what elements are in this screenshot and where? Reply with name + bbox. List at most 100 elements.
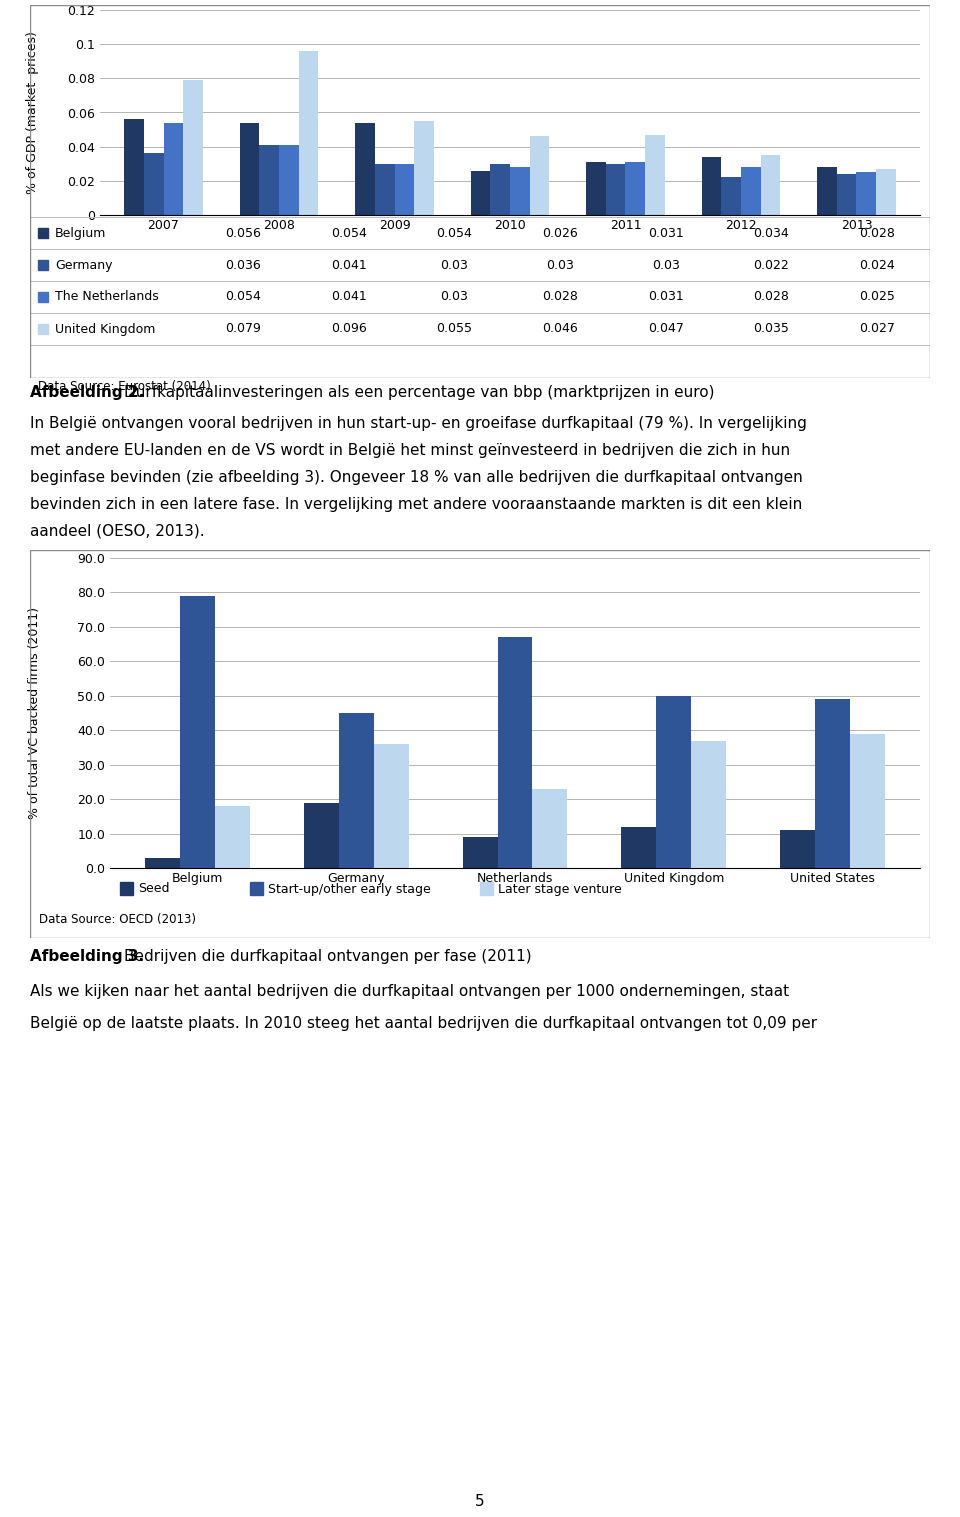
Bar (760, 155, 780, 215)
Bar (741, 167, 760, 215)
Text: België op de laatste plaats. In 2010 steeg het aantal bedrijven die durfkapitaal: België op de laatste plaats. In 2010 ste… (30, 1016, 817, 1032)
Text: Data Source: Eurostat (2014): Data Source: Eurostat (2014) (38, 379, 211, 393)
Text: Afbeelding 2.: Afbeelding 2. (30, 385, 144, 400)
Bar (530, 137, 549, 215)
Bar (144, 153, 163, 215)
Bar (851, 734, 885, 868)
Text: 0.03: 0.03 (441, 290, 468, 303)
Text: 0.022: 0.022 (754, 258, 789, 272)
Text: 0.054: 0.054 (225, 290, 261, 303)
Bar (497, 637, 533, 868)
Text: 5: 5 (475, 1494, 485, 1508)
Bar (180, 596, 215, 868)
Text: 0.028: 0.028 (542, 290, 578, 303)
Text: 0.03: 0.03 (441, 258, 468, 272)
Text: United Kingdom: United Kingdom (55, 323, 156, 335)
Bar (373, 743, 409, 868)
Bar (645, 135, 664, 215)
Bar (299, 52, 319, 215)
Text: 0.024: 0.024 (859, 258, 895, 272)
Text: Start-up/other early stage: Start-up/other early stage (268, 883, 431, 895)
Bar (339, 713, 373, 868)
Bar (491, 164, 510, 215)
Text: 0.036: 0.036 (225, 258, 261, 272)
Y-axis label: % of total VC backed firms (2011): % of total VC backed firms (2011) (28, 607, 41, 819)
Bar (721, 177, 741, 215)
Bar (279, 146, 299, 215)
Y-axis label: % of GDP (market  prices): % of GDP (market prices) (26, 30, 38, 194)
Text: 0.03: 0.03 (652, 258, 680, 272)
Bar (657, 696, 691, 868)
Bar (480, 881, 493, 895)
Bar (215, 806, 250, 868)
Bar (621, 827, 657, 868)
Text: 0.031: 0.031 (648, 226, 684, 240)
Text: Belgium: Belgium (55, 226, 107, 240)
Bar (38, 259, 48, 270)
Bar (395, 164, 414, 215)
Text: 0.046: 0.046 (542, 323, 578, 335)
Bar (817, 167, 837, 215)
Text: aandeel (OESO, 2013).: aandeel (OESO, 2013). (30, 523, 204, 539)
Text: 0.079: 0.079 (225, 323, 261, 335)
Text: 0.056: 0.056 (225, 226, 261, 240)
Bar (183, 80, 203, 215)
Text: 0.055: 0.055 (436, 323, 472, 335)
Text: Durfkapitaalinvesteringen als een percentage van bbp (marktprijzen in euro): Durfkapitaalinvesteringen als een percen… (125, 385, 715, 400)
Bar (303, 802, 339, 868)
Bar (876, 168, 896, 215)
Bar (702, 156, 721, 215)
Bar (533, 789, 567, 868)
Text: met andere EU-landen en de VS wordt in België het minst geïnvesteerd in bedrijve: met andere EU-landen en de VS wordt in B… (30, 443, 790, 458)
Text: Afbeelding 3.: Afbeelding 3. (30, 948, 144, 963)
Bar (626, 162, 645, 215)
Text: Data Source: OECD (2013): Data Source: OECD (2013) (39, 913, 196, 927)
Bar (163, 123, 183, 215)
Text: 0.028: 0.028 (754, 290, 789, 303)
Bar (120, 881, 133, 895)
Text: Als we kijken naar het aantal bedrijven die durfkapitaal ontvangen per 1000 onde: Als we kijken naar het aantal bedrijven … (30, 983, 789, 998)
Text: 0.054: 0.054 (437, 226, 472, 240)
Bar (355, 123, 374, 215)
Text: 0.028: 0.028 (859, 226, 895, 240)
Text: 0.096: 0.096 (330, 323, 367, 335)
Text: 0.034: 0.034 (754, 226, 789, 240)
Bar (470, 170, 491, 215)
Text: beginfase bevinden (zie afbeelding 3). Ongeveer 18 % van alle bedrijven die durf: beginfase bevinden (zie afbeelding 3). O… (30, 470, 803, 485)
Bar (38, 228, 48, 238)
Text: 0.026: 0.026 (542, 226, 578, 240)
Bar (780, 830, 815, 868)
Bar (259, 146, 279, 215)
Text: 0.041: 0.041 (330, 258, 367, 272)
Text: 0.047: 0.047 (648, 323, 684, 335)
Bar (510, 167, 530, 215)
Bar (374, 164, 395, 215)
Text: The Netherlands: The Netherlands (55, 290, 158, 303)
Bar (38, 291, 48, 302)
Text: 0.054: 0.054 (330, 226, 367, 240)
Bar (240, 123, 259, 215)
Text: 0.025: 0.025 (859, 290, 895, 303)
Text: Seed: Seed (138, 883, 170, 895)
Bar (38, 325, 48, 334)
Bar (587, 162, 606, 215)
Bar (856, 173, 876, 215)
Text: Germany: Germany (55, 258, 112, 272)
Text: 0.03: 0.03 (546, 258, 574, 272)
Bar (691, 740, 726, 868)
Text: bevinden zich in een latere fase. In vergelijking met andere vooraanstaande mark: bevinden zich in een latere fase. In ver… (30, 498, 803, 513)
Bar (837, 174, 856, 215)
Bar (815, 699, 851, 868)
Text: Bedrijven die durfkapitaal ontvangen per fase (2011): Bedrijven die durfkapitaal ontvangen per… (125, 948, 532, 963)
Text: 0.035: 0.035 (754, 323, 789, 335)
Text: In België ontvangen vooral bedrijven in hun start-up- en groeifase durfkapitaal : In België ontvangen vooral bedrijven in … (30, 416, 806, 431)
Text: 0.041: 0.041 (330, 290, 367, 303)
Bar (250, 881, 263, 895)
Text: 0.027: 0.027 (859, 323, 895, 335)
Bar (414, 121, 434, 215)
Text: 0.031: 0.031 (648, 290, 684, 303)
Bar (124, 120, 144, 215)
Bar (606, 164, 626, 215)
Bar (145, 857, 180, 868)
Text: Later stage venture: Later stage venture (498, 883, 622, 895)
